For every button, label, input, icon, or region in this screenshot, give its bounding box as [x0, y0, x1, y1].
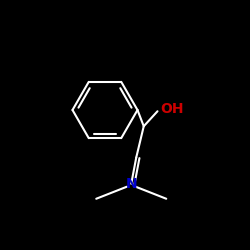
Text: OH: OH — [160, 102, 184, 116]
Text: N: N — [126, 177, 137, 191]
